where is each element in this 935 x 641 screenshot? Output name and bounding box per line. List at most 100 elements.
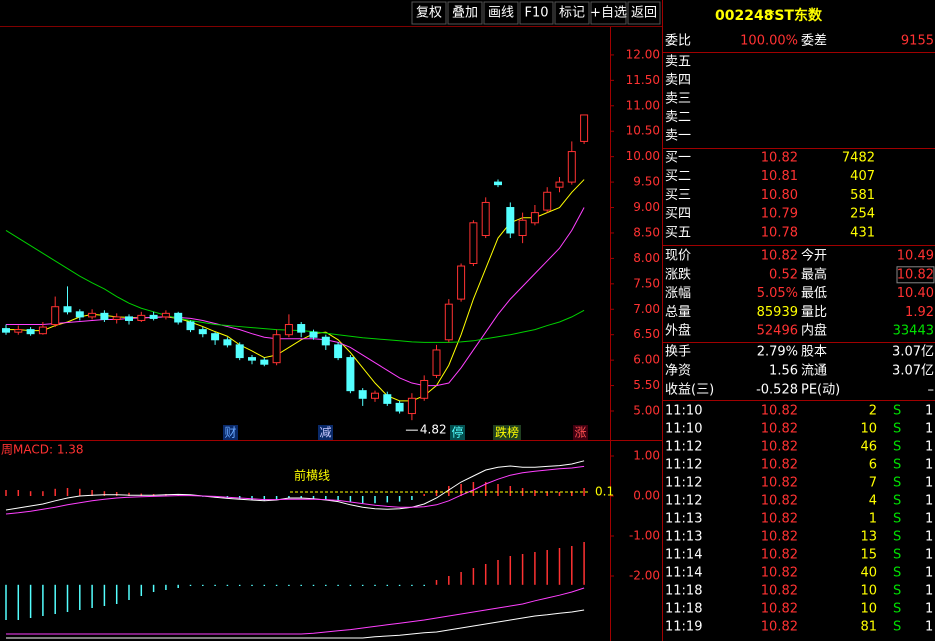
- candle-body: [26, 329, 35, 335]
- y-tick-label: 0.00: [633, 489, 660, 503]
- quote-cell: 买一: [665, 151, 691, 166]
- candle-body: [161, 312, 170, 318]
- quote-cell: S: [893, 620, 901, 635]
- candle-body: [125, 316, 133, 321]
- toolbar-button[interactable]: [519, 1, 554, 25]
- quote-cell: 现价: [665, 249, 691, 264]
- quote-cell: 总量: [665, 305, 691, 320]
- event-label[interactable]: 减: [319, 426, 331, 440]
- quote-cell: 7: [869, 476, 877, 491]
- quote-cell: 581: [850, 188, 875, 203]
- toolbar-label[interactable]: 标记: [559, 6, 585, 21]
- toolbar-label[interactable]: 复权: [416, 5, 442, 21]
- y-tick-label: -1.00: [629, 529, 660, 543]
- candle-body: [383, 394, 392, 404]
- quote-cell: 11:14: [665, 566, 702, 581]
- y-tick-label: 5.50: [633, 378, 660, 392]
- toolbar-button[interactable]: [590, 1, 627, 25]
- macd-line: [5, 460, 585, 511]
- quote-cell: 40: [860, 566, 877, 581]
- event-badge[interactable]: [450, 425, 465, 440]
- candle-body: [248, 357, 256, 361]
- quote-cell: 9155: [901, 34, 934, 49]
- quote-cell: 10.40: [897, 286, 934, 301]
- toolbar-label[interactable]: +自选: [590, 6, 627, 21]
- low-label: 4.82: [420, 423, 447, 437]
- event-label[interactable]: 涨: [574, 425, 586, 440]
- candle-body: [321, 336, 330, 346]
- quote-cell: 5.05%: [757, 286, 798, 301]
- quote-cell: 1: [925, 548, 933, 563]
- candle-body: [358, 390, 367, 399]
- event-label[interactable]: 跌榜: [495, 425, 519, 440]
- quote-cell: 254: [850, 207, 875, 222]
- toolbar-button[interactable]: [411, 1, 447, 25]
- quote-cell: 10.79: [761, 207, 798, 222]
- event-label[interactable]: 停: [451, 425, 463, 440]
- candle-body: [63, 306, 72, 313]
- high-box: [896, 266, 935, 284]
- quote-cell: 1.92: [905, 305, 934, 320]
- event-badge[interactable]: [573, 425, 588, 440]
- quote-cell: 10.82: [761, 548, 798, 563]
- quote-cell: S: [893, 584, 901, 599]
- quote-cell: 内盘: [801, 323, 827, 339]
- quote-cell: 外盘: [665, 323, 691, 339]
- toolbar-label[interactable]: F10: [524, 6, 548, 21]
- candle-body: [530, 212, 539, 224]
- quote-cell: 1: [869, 512, 877, 527]
- quote-cell: 1: [925, 620, 933, 635]
- event-label[interactable]: 财: [224, 426, 236, 440]
- candle-body: [494, 181, 502, 186]
- quote-cell: 11:10: [665, 422, 702, 437]
- quote-cell: 13: [860, 530, 877, 545]
- toolbar-label[interactable]: 叠加: [452, 6, 478, 21]
- quote-cell: 11:12: [665, 494, 702, 509]
- quote-cell: 10.82: [897, 267, 934, 282]
- quote-cell: S: [893, 494, 901, 509]
- y-tick-label: 9.00: [633, 200, 660, 214]
- toolbar-button[interactable]: [483, 1, 519, 25]
- front-line-label: 前横线: [294, 468, 330, 483]
- toolbar-button[interactable]: [627, 1, 661, 25]
- quote-cell: 0.52: [769, 267, 798, 282]
- ask-label: 卖五: [665, 55, 691, 70]
- event-badge[interactable]: [493, 425, 521, 440]
- quote-cell: S: [893, 512, 901, 527]
- y-tick-label: 5.00: [633, 404, 660, 418]
- candle-body: [284, 324, 293, 336]
- candle-body: [186, 321, 195, 331]
- quote-cell: 11:13: [665, 530, 702, 545]
- quote-cell: 10.82: [761, 422, 798, 437]
- quote-cell: S: [893, 566, 901, 581]
- candle-body: [371, 392, 379, 399]
- quote-cell: 10.82: [761, 584, 798, 599]
- event-badge[interactable]: [318, 425, 333, 440]
- quote-cell: 最低: [801, 286, 827, 301]
- quote-cell: 换手: [665, 345, 691, 360]
- toolbar-label[interactable]: 画线: [488, 6, 514, 21]
- candle-body: [211, 333, 220, 341]
- toolbar-label[interactable]: 返回: [631, 6, 657, 21]
- event-badge[interactable]: [223, 425, 238, 440]
- y-tick-label: 9.50: [633, 175, 660, 189]
- quote-cell: 10: [860, 584, 877, 599]
- candle-body: [334, 344, 343, 359]
- candle-body: [38, 326, 47, 335]
- toolbar-button[interactable]: [554, 1, 590, 25]
- ask-label: 卖三: [665, 92, 691, 107]
- quote-cell: 1: [925, 476, 933, 491]
- quote-cell: 买四: [665, 207, 691, 222]
- candle-body: [149, 314, 158, 319]
- y-tick-label: 11.00: [626, 98, 660, 112]
- quote-cell: 10.82: [761, 476, 798, 491]
- candle-body: [88, 312, 97, 318]
- quote-cell: 流通: [801, 364, 827, 379]
- quote-cell: 1.56: [769, 364, 798, 379]
- quote-cell: 15: [860, 548, 877, 563]
- quote-cell: 买二: [665, 169, 691, 184]
- quote-cell: 4: [869, 494, 877, 509]
- toolbar-button[interactable]: [447, 1, 483, 25]
